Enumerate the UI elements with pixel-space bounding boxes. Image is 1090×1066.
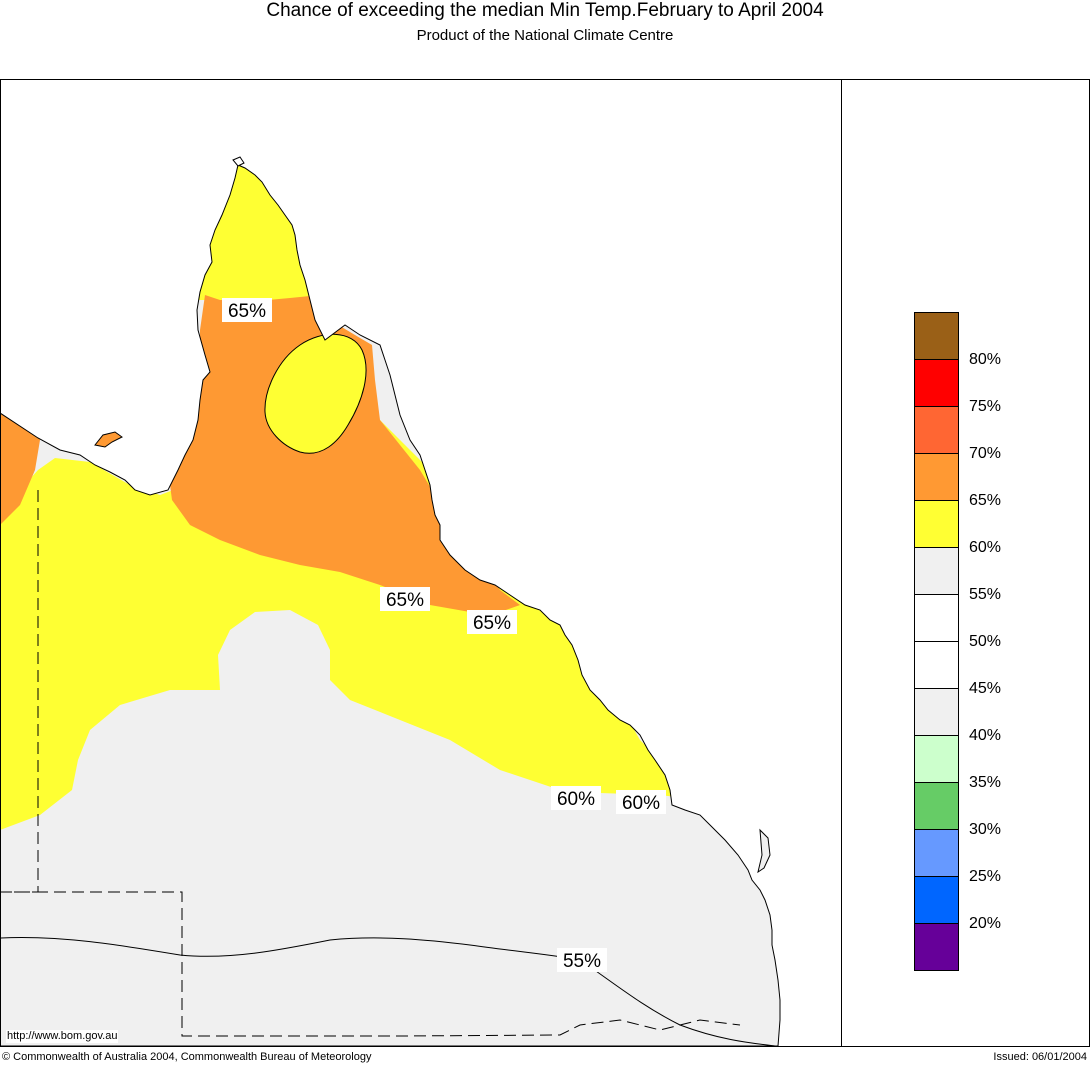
- legend: 80% 75% 70% 65% 60% 55% 50% 45% 40% 35% 30% 25% 20%: [914, 312, 1001, 971]
- chart-subtitle: Product of the National Climate Centre: [416, 27, 674, 44]
- legend-swatch: [914, 876, 959, 924]
- legend-label: 50%: [969, 633, 1001, 650]
- legend-label: 75%: [969, 398, 1001, 415]
- legend-label: 60%: [969, 539, 1001, 556]
- legend-swatch: [914, 406, 959, 454]
- legend-swatch: [914, 453, 959, 501]
- legend-label: 80%: [969, 351, 1001, 368]
- island-torres: [232, 156, 245, 167]
- island-mornington: [94, 431, 123, 448]
- contour-label: 60%: [622, 793, 660, 814]
- legend-swatch: [914, 641, 959, 689]
- contour-label: 65%: [473, 613, 511, 634]
- legend-label: 40%: [969, 727, 1001, 744]
- legend-swatch: [914, 359, 959, 407]
- legend-label: 25%: [969, 868, 1001, 885]
- contour-label: 55%: [563, 951, 601, 972]
- source-url[interactable]: http://www.bom.gov.au: [6, 1030, 119, 1043]
- legend-frame: [841, 79, 1090, 1047]
- contour-label: 60%: [557, 789, 595, 810]
- legend-label: 30%: [969, 821, 1001, 838]
- state-border: [1, 490, 741, 1037]
- island-fraser: [757, 828, 771, 874]
- legend-swatch: [914, 594, 959, 642]
- legend-swatch: [914, 688, 959, 736]
- legend-swatch: [914, 500, 959, 548]
- legend-swatch: [914, 923, 959, 971]
- chart-title: Chance of exceeding the median Min Temp.…: [266, 0, 824, 21]
- contour-55: [1, 936, 776, 1046]
- issued-date: Issued: 06/01/2004: [993, 1051, 1087, 1063]
- copyright-text: © Commonwealth of Australia 2004, Common…: [2, 1051, 372, 1063]
- contour-label: 65%: [228, 301, 266, 322]
- legend-label: 55%: [969, 586, 1001, 603]
- legend-label: 65%: [969, 492, 1001, 509]
- legend-label: 35%: [969, 774, 1001, 791]
- legend-swatch: [914, 782, 959, 830]
- legend-swatch: [914, 312, 959, 360]
- contour-labels: 65% 65% 65% 60% 60% 55%: [222, 298, 666, 972]
- legend-label: 45%: [969, 680, 1001, 697]
- legend-label: 70%: [969, 445, 1001, 462]
- zone-above-65: [1, 295, 520, 612]
- zone-inner-yellow: [264, 333, 367, 454]
- legend-label: 20%: [969, 915, 1001, 932]
- legend-swatch: [914, 547, 959, 595]
- legend-swatch: [914, 829, 959, 877]
- legend-swatch: [914, 735, 959, 783]
- contour-label: 65%: [386, 590, 424, 611]
